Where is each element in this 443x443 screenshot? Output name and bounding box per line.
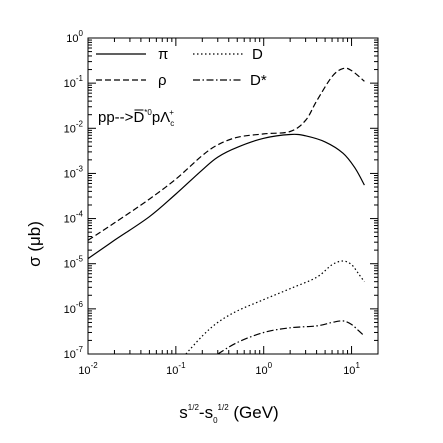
y-tick-label-base: 10 — [64, 259, 76, 271]
x-tick-label-base: 10 — [343, 365, 355, 377]
x-title-sup1: 1/2 — [188, 403, 200, 412]
y-tick-label: 10-6 — [64, 300, 84, 316]
x-tick-label-exp: -1 — [178, 361, 186, 370]
y-axis-symbol: σ — [25, 256, 44, 267]
y-axis-unit: (μb) — [25, 221, 44, 256]
y-tick-label-base: 10 — [64, 123, 76, 135]
annot-pre: pp--> — [98, 109, 134, 126]
x-tick-label-base: 10 — [166, 365, 178, 377]
y-tick-label-base: 10 — [66, 33, 78, 45]
y-tick-label: 10-1 — [64, 74, 84, 90]
tick-labels-layer: 10-2 10-1 100 10110-710-610-510-410-310-210… — [64, 29, 361, 377]
reaction-annotation: pp-->D*0pΛc + — [98, 108, 174, 128]
y-tick-label-exp: -4 — [76, 210, 84, 219]
x-tick-label: 10-2 — [78, 361, 98, 377]
x-title-sup2: 1/2 — [218, 403, 230, 412]
y-tick-label-base: 10 — [64, 78, 76, 90]
series-line-dstar — [217, 320, 365, 355]
x-title-mid: -s — [199, 403, 213, 422]
series-line-d — [185, 260, 365, 355]
y-tick-label-exp: -1 — [76, 74, 84, 83]
x-tick-label: 100 — [255, 361, 272, 377]
x-title-unit: (GeV) — [229, 403, 279, 422]
x-tick-label: 10-1 — [166, 361, 186, 377]
y-tick-label-exp: -6 — [76, 300, 84, 309]
y-tick-label-exp: -7 — [76, 345, 84, 354]
x-tick-label-exp: 1 — [355, 361, 360, 370]
x-title-sub: 0 — [213, 416, 218, 425]
x-title-base: s — [179, 403, 188, 422]
x-tick-label-exp: 0 — [268, 361, 273, 370]
x-tick-label: 101 — [343, 361, 360, 377]
y-tick-label-exp: -2 — [76, 119, 84, 128]
legend-label-pi: π — [158, 46, 168, 63]
series-line-pi — [87, 133, 365, 260]
x-tick-label-base: 10 — [255, 365, 267, 377]
annot-dbar-sup: *0 — [144, 108, 152, 117]
legend-label-rho: ρ — [158, 72, 167, 89]
ticks-layer — [87, 37, 379, 355]
y-tick-label-exp: -5 — [76, 255, 84, 264]
y-tick-label-base: 10 — [64, 349, 76, 361]
x-tick-label-exp: -2 — [91, 361, 99, 370]
series-line-rho — [87, 67, 365, 241]
annot-dbar: D — [133, 109, 144, 126]
series-layer — [87, 67, 365, 355]
y-tick-label-base: 10 — [64, 168, 76, 180]
plot-frame — [87, 37, 379, 355]
y-tick-label: 10-5 — [64, 255, 84, 271]
y-tick-label: 10-3 — [64, 164, 84, 180]
y-tick-label-exp: -3 — [76, 164, 84, 173]
legend-label-dstar: D* — [250, 72, 267, 89]
legend: π ρ D D* — [96, 46, 267, 89]
y-tick-label: 100 — [66, 29, 83, 45]
x-tick-label-base: 10 — [78, 365, 90, 377]
y-axis-title: σ (μb) — [25, 221, 44, 267]
y-tick-label-exp: 0 — [79, 29, 84, 38]
x-axis-title: s1/2-s01/2 (GeV) — [179, 403, 278, 425]
annot-sup: + — [169, 108, 174, 117]
annot-mid: pΛ — [152, 109, 170, 126]
legend-label-d: D — [252, 46, 263, 63]
y-tick-label: 10-2 — [64, 119, 84, 135]
y-tick-label: 10-4 — [64, 210, 84, 226]
y-tick-label-base: 10 — [64, 304, 76, 316]
y-tick-label-base: 10 — [64, 214, 76, 226]
annot-sub: c — [170, 119, 174, 128]
y-tick-label: 10-7 — [64, 345, 84, 361]
